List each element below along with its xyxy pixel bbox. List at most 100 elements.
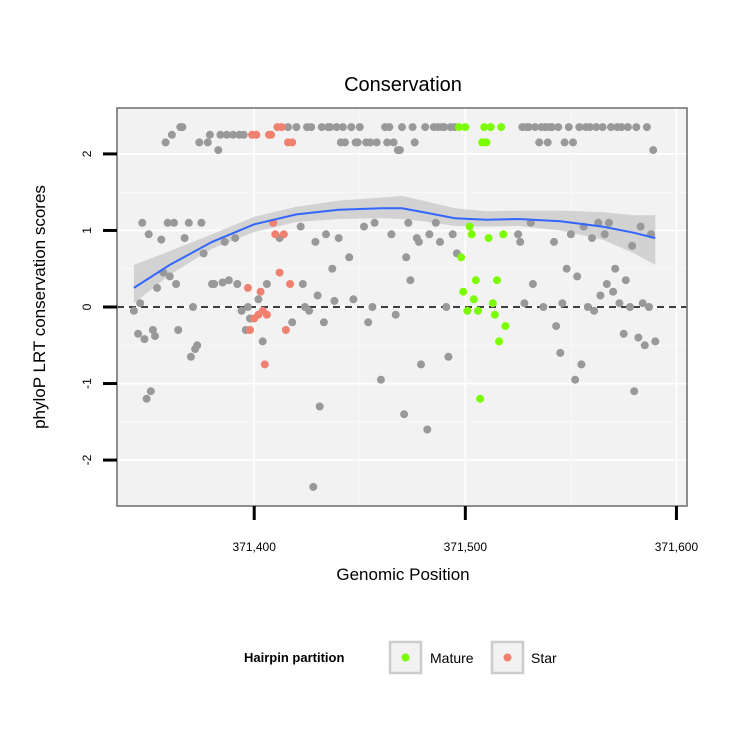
- x-tick-label: 371,500: [444, 540, 488, 554]
- point-other: [237, 306, 246, 315]
- point-other: [626, 303, 634, 311]
- point-other: [640, 341, 649, 350]
- point-other: [514, 230, 523, 239]
- point-mature: [497, 123, 506, 132]
- point-other: [222, 130, 231, 139]
- point-other: [636, 222, 645, 231]
- point-star: [281, 326, 290, 334]
- point-other: [288, 318, 297, 327]
- point-other: [254, 295, 263, 304]
- point-star: [252, 130, 261, 139]
- point-other: [172, 280, 181, 288]
- point-other: [442, 303, 451, 311]
- point-other: [395, 146, 404, 155]
- point-star: [256, 287, 265, 296]
- legend-label-star: Star: [531, 650, 557, 666]
- point-other: [138, 218, 147, 227]
- point-other: [520, 299, 529, 308]
- x-tick-label: 371,400: [233, 540, 277, 554]
- point-mature: [474, 306, 482, 315]
- point-other: [436, 237, 444, 246]
- point-other: [205, 130, 214, 139]
- point-other: [161, 138, 170, 147]
- point-other: [550, 237, 558, 246]
- chart-title: Conservation: [344, 74, 462, 96]
- point-other: [170, 218, 178, 227]
- point-other: [417, 360, 425, 369]
- point-other: [307, 123, 316, 132]
- point-other: [167, 130, 176, 139]
- point-mature: [465, 222, 474, 231]
- point-mature: [457, 253, 466, 262]
- point-other: [292, 123, 301, 132]
- point-other: [588, 234, 596, 243]
- point-other: [566, 230, 575, 239]
- point-other: [136, 299, 145, 308]
- point-other: [178, 123, 187, 132]
- point-other: [632, 123, 641, 132]
- point-star: [279, 230, 288, 239]
- point-other: [174, 326, 183, 334]
- y-tick-label: 1: [80, 227, 94, 234]
- point-other: [180, 234, 189, 243]
- point-other: [421, 123, 430, 132]
- point-other: [596, 291, 605, 300]
- point-other: [197, 218, 206, 227]
- y-tick-label: 2: [80, 150, 94, 157]
- point-other: [410, 138, 419, 147]
- point-star: [262, 310, 271, 319]
- point-other: [651, 337, 660, 346]
- point-other: [408, 123, 417, 132]
- point-other: [598, 123, 607, 132]
- point-other: [334, 234, 343, 243]
- point-other: [189, 303, 197, 311]
- point-other: [590, 306, 599, 315]
- point-other: [218, 278, 227, 287]
- point-other: [528, 280, 537, 288]
- point-other: [229, 130, 238, 139]
- point-other: [142, 394, 151, 403]
- point-other: [151, 332, 159, 341]
- point-other: [184, 218, 193, 227]
- point-mature: [499, 230, 508, 239]
- x-axis-label: Genomic Position: [336, 565, 469, 584]
- point-mature: [495, 337, 504, 346]
- point-other: [366, 138, 375, 147]
- point-other: [153, 283, 162, 292]
- point-other: [630, 387, 639, 396]
- smooth-line-layer: [133, 207, 656, 289]
- point-mature: [467, 230, 476, 239]
- point-other: [524, 123, 533, 132]
- point-other: [571, 375, 580, 384]
- axes-layer: 371,400 371,500 371,600 -2 -1 0 1 2: [80, 150, 698, 554]
- point-mature: [455, 123, 463, 132]
- point-mature: [484, 234, 493, 243]
- legend-item-star: Star: [490, 640, 557, 675]
- point-other: [338, 123, 347, 132]
- point-other: [609, 287, 618, 296]
- point-other: [634, 333, 643, 342]
- point-other: [619, 329, 628, 338]
- point-other: [313, 291, 322, 300]
- point-other: [262, 280, 271, 288]
- point-other: [400, 410, 409, 419]
- point-mature: [461, 123, 470, 132]
- point-other: [345, 253, 354, 262]
- y-tick-label: -2: [80, 454, 94, 465]
- point-other: [309, 482, 318, 491]
- point-other: [617, 123, 626, 132]
- x-tick-label: 371,600: [655, 540, 699, 554]
- point-other: [233, 280, 242, 288]
- point-other: [516, 237, 525, 246]
- point-mature: [459, 287, 468, 296]
- point-other: [195, 138, 204, 147]
- point-other: [315, 402, 324, 411]
- point-other: [583, 303, 592, 311]
- point-other: [615, 299, 624, 308]
- point-other: [535, 138, 544, 147]
- point-other: [383, 138, 392, 147]
- point-star: [286, 280, 295, 288]
- point-other: [216, 130, 225, 139]
- legend-title: Hairpin partition: [244, 650, 344, 665]
